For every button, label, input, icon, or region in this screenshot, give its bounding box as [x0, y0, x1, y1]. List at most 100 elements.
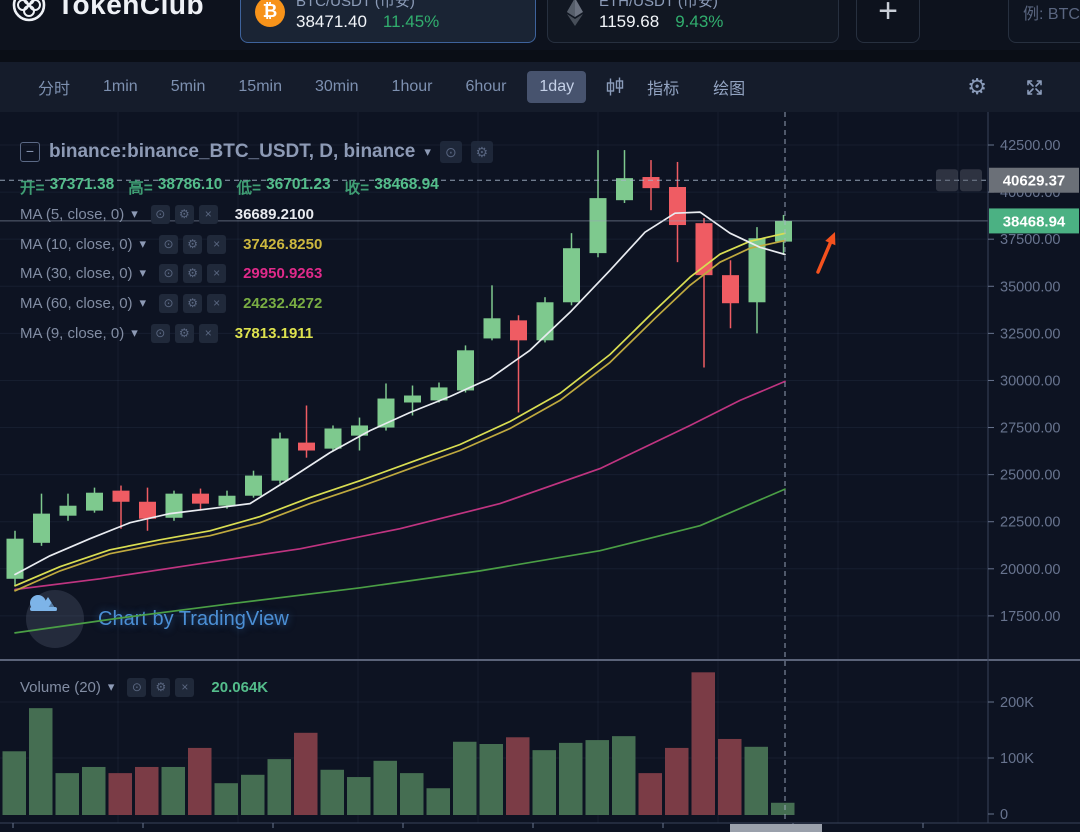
candle-body[interactable] [669, 187, 686, 226]
interval-button-分时[interactable]: 分时 [38, 81, 71, 98]
eye-icon[interactable]: ⊙ [150, 204, 170, 224]
volume-bar[interactable] [373, 760, 398, 815]
candle-body[interactable] [483, 318, 501, 339]
eye-icon[interactable]: ⊙ [159, 263, 179, 283]
volume-bar[interactable] [718, 738, 742, 815]
gear-icon[interactable]: ⚙ [183, 263, 203, 283]
close-icon[interactable]: × [207, 234, 227, 254]
volume-bar[interactable] [612, 736, 636, 815]
volume-bar[interactable] [188, 747, 212, 815]
gear-icon[interactable]: ⚙ [470, 141, 493, 163]
volume-bar[interactable] [82, 766, 106, 815]
volume-bar[interactable] [585, 740, 610, 815]
chevron-down-icon[interactable]: ▾ [107, 679, 115, 694]
pair-tab-btc-usdt[interactable]: ₿ BTC/USDT (币安) 38471.40 11.45% [240, 0, 536, 43]
gear-icon[interactable]: ⚙ [174, 323, 194, 343]
volume-bar[interactable] [771, 802, 795, 815]
pair-tab-eth-usdt[interactable]: ETH/USDT (币安) 1159.68 9.43% [547, 0, 839, 43]
candle-body[interactable] [775, 220, 792, 242]
symbol-search-input[interactable]: 例: BTC/ [1008, 0, 1080, 43]
candle-body[interactable] [377, 398, 395, 428]
volume-bar[interactable] [506, 737, 530, 815]
candle-body[interactable] [404, 395, 421, 403]
volume-bar[interactable] [320, 769, 345, 815]
fullscreen-button[interactable] [1025, 78, 1044, 97]
candle-body[interactable] [139, 501, 156, 519]
price-line-button-down[interactable] [936, 169, 958, 192]
indicators-button[interactable]: 指标 [647, 81, 680, 98]
price-line-button-up[interactable] [960, 169, 982, 192]
candle-body[interactable] [457, 350, 474, 391]
chevron-down-icon[interactable]: ▾ [139, 265, 147, 280]
tokenclub-logo[interactable]: TokenClub [10, 0, 204, 24]
candle-body[interactable] [192, 493, 209, 504]
volume-bar[interactable] [267, 759, 292, 815]
settings-gear-icon[interactable]: ⚙ [967, 74, 987, 99]
volume-bar[interactable] [241, 774, 265, 815]
candle-body[interactable] [112, 490, 130, 502]
volume-bar[interactable] [453, 741, 477, 815]
volume-bar[interactable] [347, 777, 371, 815]
annotation-arrow-head[interactable] [825, 232, 836, 246]
volume-bar[interactable] [108, 773, 133, 815]
interval-button-5min[interactable]: 5min [170, 78, 206, 95]
close-icon[interactable]: × [207, 293, 227, 313]
volume-bar[interactable] [161, 766, 186, 815]
interval-button-30min[interactable]: 30min [314, 78, 359, 95]
eye-icon[interactable]: ⊙ [150, 323, 170, 343]
candle-body[interactable] [324, 428, 342, 449]
interval-button-1day[interactable]: 1day [527, 71, 587, 103]
volume-bar[interactable] [135, 766, 159, 815]
candle-body[interactable] [351, 425, 368, 436]
close-icon[interactable]: × [198, 204, 218, 224]
gear-icon[interactable]: ⚙ [151, 677, 171, 697]
add-pair-button[interactable]: + [856, 0, 920, 43]
close-icon[interactable]: × [175, 677, 195, 697]
volume-bar[interactable] [559, 742, 583, 815]
candle-body[interactable] [6, 538, 24, 579]
chevron-down-icon[interactable]: ▾ [131, 325, 138, 340]
candle-body[interactable] [33, 513, 50, 543]
drawing-button[interactable]: 绘图 [713, 81, 746, 98]
volume-bar[interactable] [691, 672, 716, 815]
volume-bar[interactable] [294, 732, 318, 815]
candle-body[interactable] [271, 438, 289, 481]
candle-body[interactable] [748, 238, 766, 303]
chart-type-button[interactable] [605, 77, 625, 97]
chevron-down-icon[interactable]: ▾ [139, 236, 147, 251]
volume-bar[interactable] [638, 773, 663, 815]
candle-body[interactable] [722, 275, 739, 304]
candle-body[interactable] [218, 495, 236, 506]
annotation-arrow-shaft[interactable] [816, 238, 834, 274]
volume-bar[interactable] [479, 744, 504, 815]
interval-button-15min[interactable]: 15min [238, 78, 282, 95]
candle-body[interactable] [536, 302, 554, 341]
volume-bar[interactable] [214, 783, 239, 815]
candle-body[interactable] [642, 177, 660, 189]
gear-icon[interactable]: ⚙ [174, 204, 194, 224]
candle-body[interactable] [563, 248, 580, 303]
chevron-down-icon[interactable]: ▾ [131, 206, 138, 221]
candle-body[interactable] [86, 492, 103, 511]
volume-bar[interactable] [29, 708, 53, 815]
eye-icon[interactable]: ⊙ [439, 141, 462, 163]
candle-body[interactable] [245, 475, 262, 496]
chevron-down-icon[interactable]: ▾ [139, 295, 147, 310]
close-icon[interactable]: × [198, 323, 218, 343]
volume-bar[interactable] [744, 746, 769, 815]
gear-icon[interactable]: ⚙ [183, 293, 203, 313]
interval-button-1hour[interactable]: 1hour [391, 78, 433, 95]
candle-body[interactable] [510, 320, 527, 341]
candle-body[interactable] [430, 387, 448, 401]
volume-bar[interactable] [55, 773, 80, 815]
gear-icon[interactable]: ⚙ [183, 234, 203, 254]
candle-body[interactable] [59, 505, 77, 516]
eye-icon[interactable]: ⊙ [127, 677, 147, 697]
volume-bar[interactable] [2, 751, 27, 815]
interval-button-6hour[interactable]: 6hour [465, 78, 507, 95]
candle-body[interactable] [589, 198, 607, 254]
collapse-pane-icon[interactable]: − [20, 142, 40, 162]
volume-bar[interactable] [400, 773, 424, 815]
interval-button-1min[interactable]: 1min [103, 78, 138, 95]
eye-icon[interactable]: ⊙ [159, 234, 179, 254]
